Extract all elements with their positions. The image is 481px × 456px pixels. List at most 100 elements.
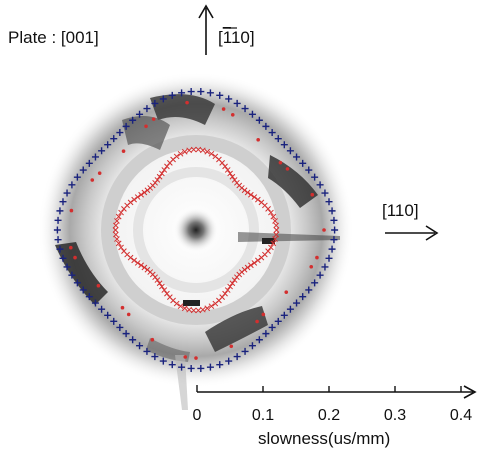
data-point-plus (233, 99, 241, 107)
data-point-x (229, 280, 236, 287)
data-point-x (270, 240, 277, 247)
data-point-plus (53, 226, 61, 234)
data-point-plus (328, 245, 336, 253)
data-point-plus (85, 159, 93, 167)
data-point-plus (225, 95, 233, 103)
data-point-x (231, 177, 238, 183)
data-point-plus (178, 89, 186, 97)
data-point-plus (241, 347, 249, 355)
data-point-plus (262, 122, 270, 130)
data-point-x (141, 264, 148, 271)
x-axis-label: slowness(us/mm) (258, 429, 390, 448)
data-point-plus (280, 141, 288, 149)
data-point-plus (268, 129, 276, 137)
data-point-x (112, 227, 119, 233)
data-point-plus (316, 181, 324, 189)
data-point-dot (310, 192, 315, 197)
data-point-dot (285, 167, 290, 171)
data-point-x (255, 196, 261, 203)
data-point-plus (268, 323, 276, 331)
data-point-plus (305, 166, 313, 174)
x-tick-label: 0.1 (252, 407, 274, 424)
data-point-plus (187, 88, 195, 96)
data-point-x (248, 191, 254, 198)
data-point-x (121, 205, 127, 212)
data-point-plus (331, 226, 339, 234)
data-point-x (181, 148, 188, 155)
data-point-dot (144, 124, 148, 129)
data-point-x (190, 307, 197, 314)
data-point-plus (197, 364, 205, 372)
data-point-plus (187, 364, 195, 372)
data-point-plus (233, 353, 241, 361)
data-point-x (127, 254, 134, 261)
data-point-x (272, 236, 278, 242)
data-point-x (208, 303, 215, 310)
data-point-plus (136, 342, 144, 350)
data-point-plus (79, 286, 87, 294)
data-point-plus (73, 173, 81, 181)
data-point-dot (126, 312, 131, 317)
data-point-x (141, 189, 148, 196)
data-point-x (144, 187, 151, 194)
data-point-x (224, 167, 231, 173)
data-point-x (134, 260, 141, 266)
data-point-dot (255, 319, 259, 324)
data-point-x (212, 153, 219, 160)
data-point-x (186, 306, 193, 313)
data-point-plus (293, 153, 301, 161)
data-point-plus (197, 88, 205, 96)
data-point-plus (63, 189, 71, 197)
data-point-plus (216, 91, 224, 99)
data-point-dot (69, 245, 73, 250)
x-tick-label: 0.4 (450, 407, 472, 424)
up-arrow-head (198, 4, 214, 19)
data-point-plus (225, 357, 233, 365)
direction-up-label: [110] (218, 28, 255, 47)
data-point-dot (183, 355, 188, 359)
data-point-plus (98, 305, 106, 313)
overbar-digit: 1 (223, 28, 232, 47)
x-tick-label: 0.2 (318, 407, 340, 424)
data-point-dot (221, 107, 226, 111)
data-point-plus (159, 95, 167, 103)
data-point-dot (121, 149, 126, 153)
data-point-x (251, 260, 258, 266)
data-point-x (156, 280, 163, 287)
data-point-plus (255, 116, 263, 124)
x-tick-label: 0.3 (384, 407, 406, 424)
data-point-plus (54, 216, 62, 224)
data-point-x (227, 170, 233, 177)
data-point-x (118, 244, 124, 251)
data-point-plus (151, 99, 159, 107)
data-point-plus (91, 153, 99, 161)
data-point-plus (299, 159, 307, 167)
data-point-dot (278, 160, 283, 165)
data-point-plus (143, 347, 151, 355)
data-point-x (273, 227, 280, 233)
data-point-dot (185, 100, 189, 105)
data-point-x (222, 290, 228, 297)
data-point-x (177, 303, 184, 310)
data-point-plus (274, 135, 282, 143)
data-point-plus (311, 279, 319, 287)
data-point-dot (120, 305, 125, 310)
data-point-dot (284, 290, 289, 294)
data-point-x (248, 262, 254, 269)
data-point-plus (122, 122, 130, 130)
data-point-plus (68, 271, 76, 279)
data-point-x (177, 150, 184, 157)
data-point-plus (85, 293, 93, 301)
data-point-dot (322, 228, 326, 232)
data-point-plus (330, 216, 338, 224)
data-point-x (164, 163, 170, 170)
data-point-plus (68, 181, 76, 189)
data-point-x (112, 222, 119, 229)
data-point-plus (151, 353, 159, 361)
data-point-x (118, 209, 124, 216)
data-point-x (131, 196, 137, 203)
data-point-plus (63, 263, 71, 271)
data-point-dot (309, 264, 314, 269)
data-point-plus (56, 245, 64, 253)
